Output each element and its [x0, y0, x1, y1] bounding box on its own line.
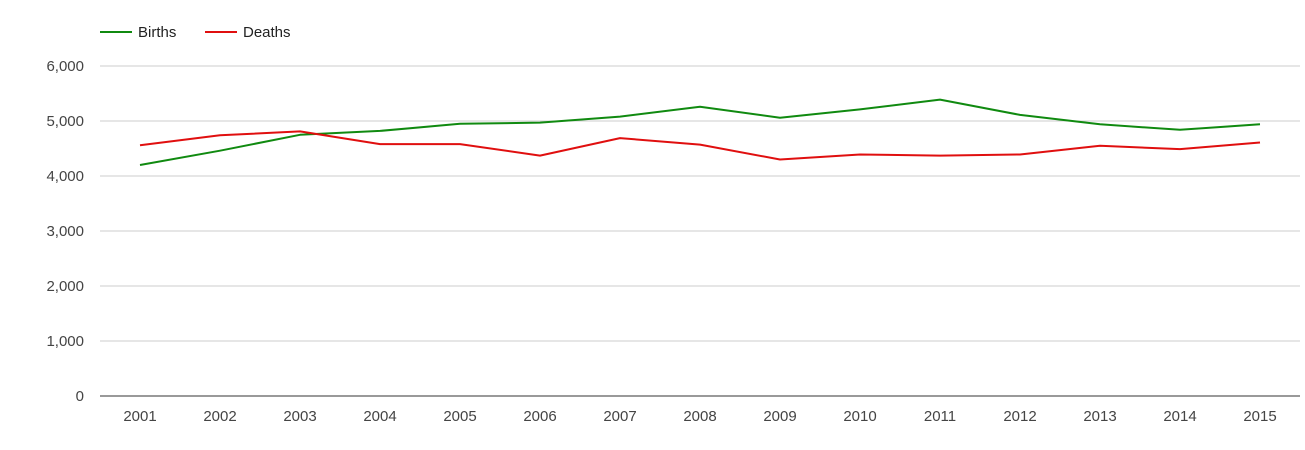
y-tick-label: 3,000 [46, 223, 84, 240]
x-tick-label: 2005 [443, 408, 476, 425]
y-tick-label: 4,000 [46, 168, 84, 185]
x-tick-label: 2014 [1163, 408, 1196, 425]
x-tick-label: 2003 [283, 408, 316, 425]
y-tick-label: 5,000 [46, 113, 84, 130]
y-tick-label: 0 [76, 388, 84, 405]
y-axis-ticks: 0 1,000 2,000 3,000 4,000 5,000 6,000 [46, 58, 84, 405]
x-tick-label: 2015 [1243, 408, 1276, 425]
legend-label-births: Births [138, 24, 176, 41]
x-tick-label: 2006 [523, 408, 556, 425]
legend-label-deaths: Deaths [243, 24, 291, 41]
x-tick-label: 2001 [123, 408, 156, 425]
x-tick-label: 2002 [203, 408, 236, 425]
x-tick-label: 2004 [363, 408, 396, 425]
x-tick-label: 2013 [1083, 408, 1116, 425]
gridlines [100, 65, 1300, 397]
series-layer [139, 98, 1261, 166]
x-tick-label: 2007 [603, 408, 636, 425]
x-tick-label: 2010 [843, 408, 876, 425]
x-axis-ticks: 2001 2002 2003 2004 2005 2006 2007 2008 2009 2010… [123, 408, 1276, 425]
series-line-births [139, 98, 1261, 166]
series-line-deaths [139, 130, 1261, 161]
x-tick-label: 2011 [924, 408, 956, 425]
legend: Births Deaths [100, 24, 291, 41]
y-tick-label: 1,000 [46, 333, 84, 350]
x-tick-label: 2008 [683, 408, 716, 425]
y-tick-label: 2,000 [46, 278, 84, 295]
x-tick-label: 2012 [1003, 408, 1036, 425]
y-tick-label: 6,000 [46, 58, 84, 75]
x-tick-label: 2009 [763, 408, 796, 425]
